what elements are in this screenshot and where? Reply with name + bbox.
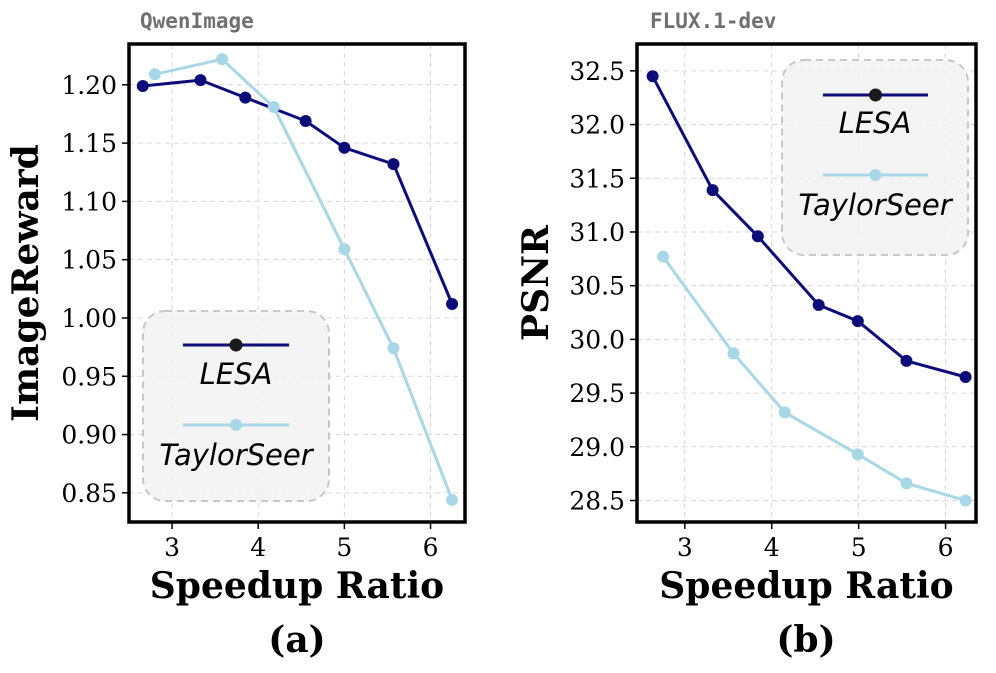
data-point-lesa — [338, 141, 351, 154]
x-tick-label: 5 — [851, 533, 867, 562]
y-tick-label: 30.0 — [569, 325, 625, 354]
legend-label-lesa: LESA — [839, 106, 912, 140]
legend-label-taylorseer: TaylorSeer — [159, 438, 314, 472]
data-point-lesa — [959, 370, 972, 383]
legend-marker-lesa — [869, 88, 882, 102]
data-point-taylorseer — [778, 406, 791, 419]
y-tick-label: 29.0 — [569, 433, 625, 462]
x-axis-label: Speedup Ratio — [659, 565, 953, 607]
y-tick-label: 1.15 — [61, 129, 117, 158]
x-tick-label: 3 — [164, 533, 180, 562]
panel-caption: (a) — [268, 619, 325, 661]
x-axis-label: Speedup Ratio — [150, 565, 444, 607]
y-axis-label: ImageReward — [5, 144, 47, 422]
plot-frame — [127, 42, 467, 524]
series-line-taylorseer — [661, 255, 967, 502]
y-tick-label: 1.10 — [61, 187, 117, 216]
x-tick-label: 3 — [677, 533, 693, 562]
y-tick-label: 29.5 — [569, 379, 625, 408]
y-tick-label: 28.5 — [569, 487, 625, 516]
y-tick-label: 31.5 — [569, 164, 625, 193]
data-point-lesa — [136, 79, 149, 92]
chart-title: FLUX.1-dev — [650, 9, 776, 33]
data-point-taylorseer — [900, 477, 913, 490]
data-point-lesa — [851, 315, 864, 328]
legend-marker-lesa — [229, 338, 243, 352]
series-line-lesa — [142, 78, 454, 305]
legend-box — [142, 310, 330, 502]
legend-label-taylorseer: TaylorSeer — [798, 188, 953, 222]
data-point-taylorseer — [387, 342, 400, 355]
data-point-taylorseer — [148, 68, 161, 81]
panel-caption: (b) — [776, 619, 835, 661]
data-point-taylorseer — [446, 493, 459, 506]
panel-b: FLUX.1-dev 3 4 5 6 28.5 29.0 29.5 30.0 30.5 31.0 31… — [515, 9, 978, 661]
panel-a: QwenImage 3 4 5 6 0.85 0.90 0.95 1.00 1.05 1.10 1.1… — [5, 9, 467, 661]
y-tick-label: 1.05 — [61, 246, 117, 275]
y-tick-label: 0.85 — [61, 479, 117, 508]
data-point-taylorseer — [338, 243, 351, 256]
data-point-lesa — [239, 91, 252, 104]
y-tick-label: 30.5 — [569, 272, 625, 301]
y-tick-label: 0.90 — [61, 421, 117, 450]
data-point-lesa — [751, 230, 764, 243]
data-point-lesa — [299, 114, 312, 127]
data-point-lesa — [387, 158, 400, 171]
data-point-lesa — [706, 184, 719, 197]
chart-title: QwenImage — [140, 9, 254, 33]
data-point-lesa — [900, 354, 913, 367]
data-point-taylorseer — [959, 494, 972, 507]
data-point-lesa — [194, 74, 207, 87]
x-tick-label: 5 — [336, 533, 352, 562]
y-axis-label: PSNR — [515, 224, 557, 341]
data-point-lesa — [812, 299, 825, 312]
data-point-taylorseer — [851, 448, 864, 461]
y-tick-label: 32.5 — [569, 57, 625, 86]
data-point-lesa — [446, 297, 459, 310]
x-tick-label: 4 — [764, 533, 780, 562]
data-point-lesa — [646, 70, 659, 83]
data-point-taylorseer — [657, 250, 670, 263]
data-point-taylorseer — [216, 53, 229, 66]
y-tick-label: 1.20 — [61, 71, 117, 100]
plot-frame — [635, 42, 978, 524]
legend-box — [781, 59, 969, 256]
x-tick-label: 6 — [423, 533, 439, 562]
y-tick-label: 1.00 — [61, 304, 117, 333]
legend-label-lesa: LESA — [200, 357, 273, 391]
y-tick-label: 0.95 — [61, 362, 117, 391]
data-point-taylorseer — [267, 100, 280, 113]
x-tick-label: 6 — [938, 533, 954, 562]
legend-marker-taylorseer — [230, 419, 242, 431]
legend-marker-taylorseer — [869, 169, 882, 181]
data-point-taylorseer — [727, 347, 740, 360]
y-tick-label: 31.0 — [569, 218, 625, 247]
x-tick-label: 4 — [250, 533, 266, 562]
series-line-taylorseer — [154, 57, 454, 501]
y-tick-label: 32.0 — [569, 111, 625, 140]
